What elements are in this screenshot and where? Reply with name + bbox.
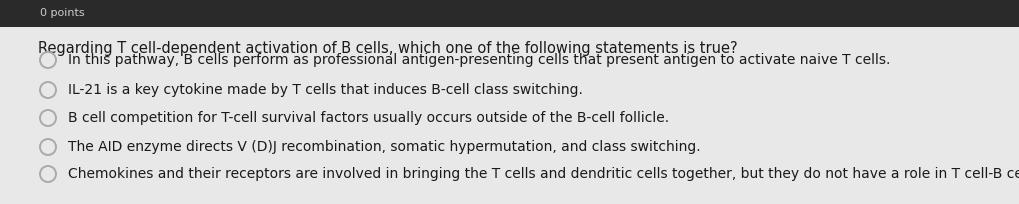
Text: In this pathway, B cells perform as professional antigen-presenting cells that p: In this pathway, B cells perform as prof… — [68, 53, 891, 67]
Text: B cell competition for T-cell survival factors usually occurs outside of the B-c: B cell competition for T-cell survival f… — [68, 111, 669, 125]
Text: 0 points: 0 points — [40, 8, 85, 18]
Bar — [0, 0, 1019, 27]
Text: The AID enzyme directs V (D)J recombination, somatic hypermutation, and class sw: The AID enzyme directs V (D)J recombinat… — [68, 140, 701, 154]
Text: IL-21 is a key cytokine made by T cells that induces B-cell class switching.: IL-21 is a key cytokine made by T cells … — [68, 83, 583, 97]
Text: Chemokines and their receptors are involved in bringing the T cells and dendriti: Chemokines and their receptors are invol… — [68, 167, 1019, 181]
Text: Regarding T cell-dependent activation of B cells, which one of the following sta: Regarding T cell-dependent activation of… — [38, 41, 738, 55]
